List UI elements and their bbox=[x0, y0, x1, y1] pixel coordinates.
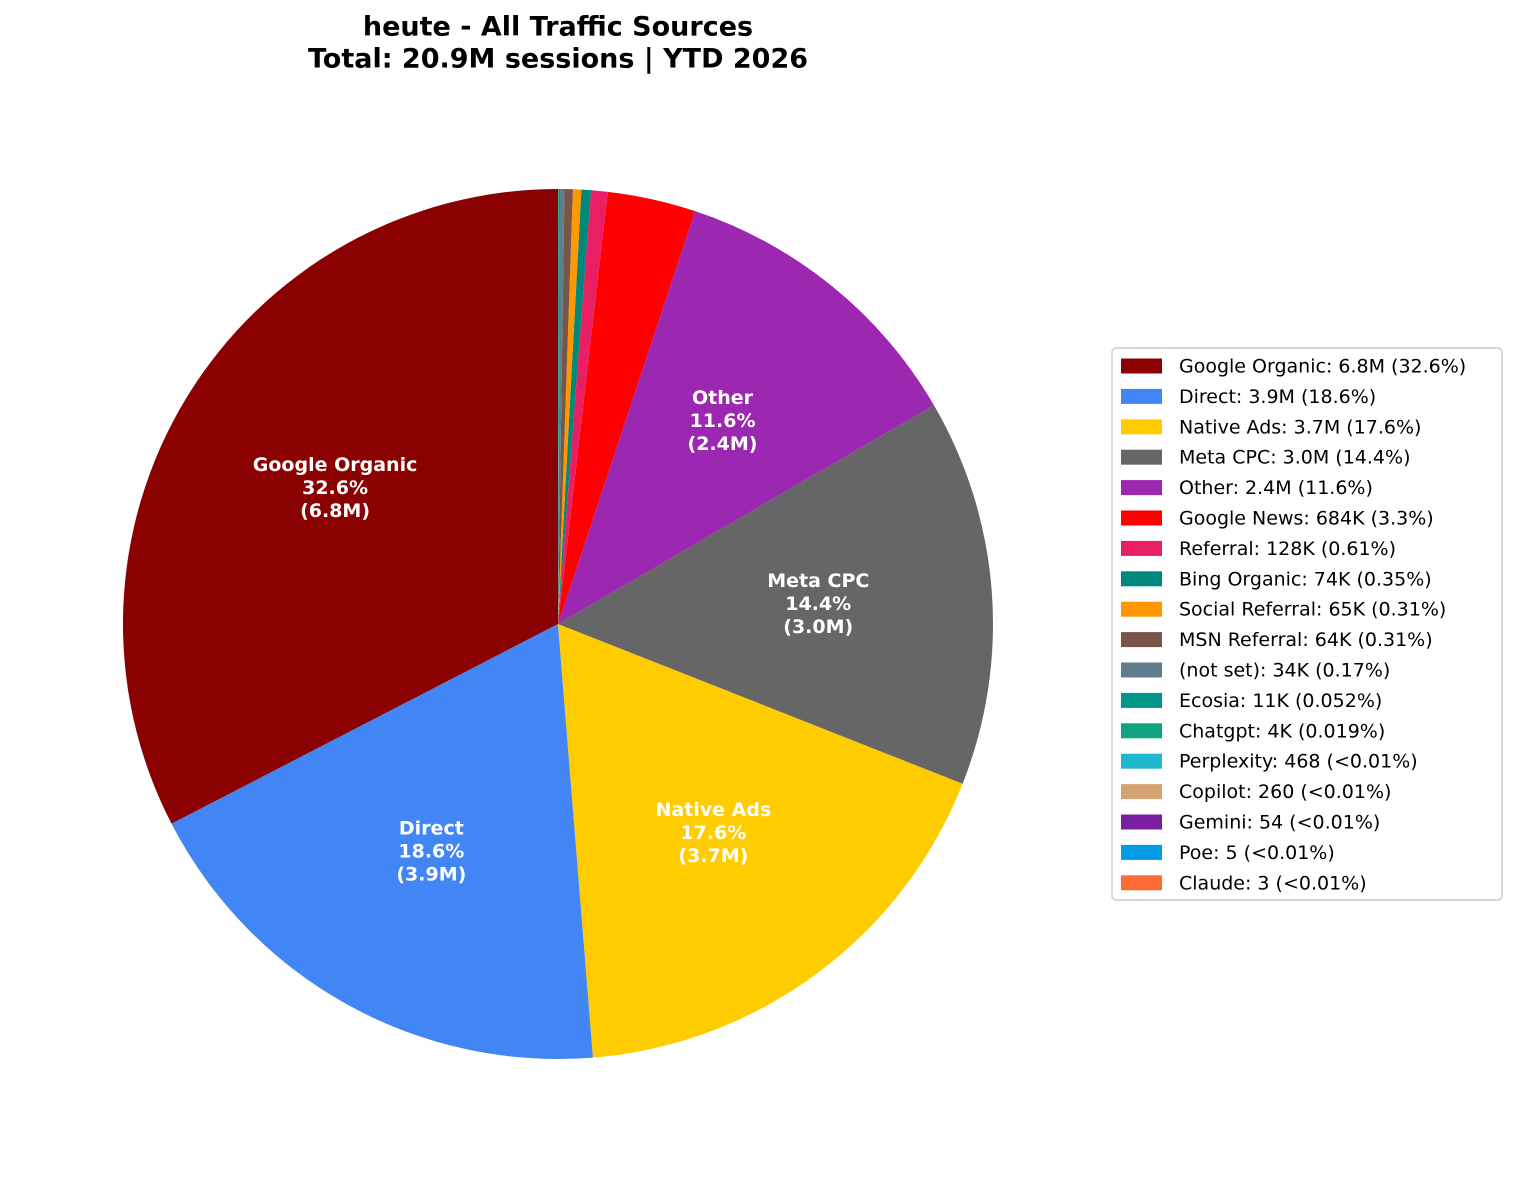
slice bbox=[558, 189, 582, 624]
slice bbox=[558, 211, 934, 624]
legend-label: Referral: 128K (0.61%) bbox=[1179, 538, 1396, 560]
chart-subtitle: Total: 20.9M sessions | YTD 2026 bbox=[308, 44, 808, 75]
slice bbox=[122, 189, 559, 824]
slice-label: 18.6% bbox=[398, 841, 464, 863]
legend-label: MSN Referral: 64K (0.31%) bbox=[1179, 629, 1433, 651]
legend-swatch bbox=[1121, 844, 1162, 860]
slice-label: Google Organic bbox=[253, 454, 418, 476]
slice-label: (3.7M) bbox=[678, 845, 748, 867]
legend-swatch bbox=[1121, 632, 1162, 648]
legend-label: Google Organic: 6.8M (32.6%) bbox=[1179, 356, 1466, 378]
legend-label: Copilot: 260 (<0.01%) bbox=[1179, 781, 1391, 803]
slice-label: 17.6% bbox=[680, 822, 746, 844]
legend-label: Meta CPC: 3.0M (14.4%) bbox=[1179, 447, 1410, 469]
legend-swatch bbox=[1121, 784, 1162, 800]
legend-swatch bbox=[1121, 723, 1162, 739]
slice-label: Meta CPC bbox=[767, 570, 869, 592]
legend-swatch bbox=[1121, 449, 1162, 465]
legend-swatch bbox=[1121, 358, 1162, 374]
legend-swatch bbox=[1121, 662, 1162, 678]
slice bbox=[558, 189, 592, 624]
legend-label: Social Referral: 65K (0.31%) bbox=[1179, 599, 1446, 621]
slice bbox=[558, 191, 696, 624]
legend-swatch bbox=[1121, 419, 1162, 435]
legend-label: Chatgpt: 4K (0.019%) bbox=[1179, 720, 1385, 742]
legend-swatch bbox=[1121, 875, 1162, 891]
legend-label: Poe: 5 (<0.01%) bbox=[1179, 842, 1335, 864]
legend-label: Claude: 3 (<0.01%) bbox=[1179, 872, 1367, 894]
slice-label: Direct bbox=[399, 818, 464, 840]
slice bbox=[558, 189, 573, 624]
slice bbox=[558, 189, 559, 625]
legend-swatch bbox=[1121, 480, 1162, 496]
legend-swatch bbox=[1121, 388, 1162, 404]
legend-swatch bbox=[1121, 571, 1162, 587]
legend-label: Other: 2.4M (11.6%) bbox=[1179, 477, 1373, 499]
legend-label: Bing Organic: 74K (0.35%) bbox=[1179, 568, 1432, 590]
legend-label: (not set): 34K (0.17%) bbox=[1179, 660, 1390, 682]
legend-swatch bbox=[1121, 814, 1162, 830]
chart-title: heute - All Traffic Sources bbox=[363, 12, 753, 43]
legend-frame bbox=[1111, 347, 1503, 901]
slice-label: Other bbox=[692, 387, 754, 409]
legend-swatch bbox=[1121, 692, 1162, 708]
legend-swatch bbox=[1121, 601, 1162, 617]
slice bbox=[558, 189, 561, 624]
slice bbox=[558, 190, 608, 624]
slice-label: (3.9M) bbox=[396, 864, 466, 886]
slice bbox=[558, 624, 963, 1058]
legend-swatch bbox=[1121, 540, 1162, 556]
legend-label: Native Ads: 3.7M (17.6%) bbox=[1179, 416, 1421, 438]
legend-label: Perplexity: 468 (<0.01%) bbox=[1179, 751, 1418, 773]
legend-label: Google News: 684K (3.3%) bbox=[1179, 508, 1434, 530]
slice bbox=[171, 624, 594, 1059]
slice-label: 14.4% bbox=[785, 593, 851, 615]
slice-label: (6.8M) bbox=[300, 500, 370, 522]
legend-label: Gemini: 54 (<0.01%) bbox=[1179, 812, 1380, 834]
slice-label: Native Ads bbox=[655, 799, 771, 821]
slice-label: (3.0M) bbox=[783, 616, 853, 638]
slice-label: 32.6% bbox=[302, 477, 368, 499]
legend-swatch bbox=[1121, 510, 1162, 526]
slice-label: (2.4M) bbox=[688, 433, 758, 455]
slice-label: 11.6% bbox=[690, 410, 756, 432]
legend-swatch bbox=[1121, 753, 1162, 769]
slice bbox=[558, 189, 565, 624]
legend-label: Ecosia: 11K (0.052%) bbox=[1179, 690, 1382, 712]
pie bbox=[122, 189, 993, 1059]
slice bbox=[558, 405, 993, 784]
legend-label: Direct: 3.9M (18.6%) bbox=[1179, 386, 1376, 408]
legend: Google Organic: 6.8M (32.6%) Direct: 3.9M… bbox=[1111, 347, 1503, 901]
